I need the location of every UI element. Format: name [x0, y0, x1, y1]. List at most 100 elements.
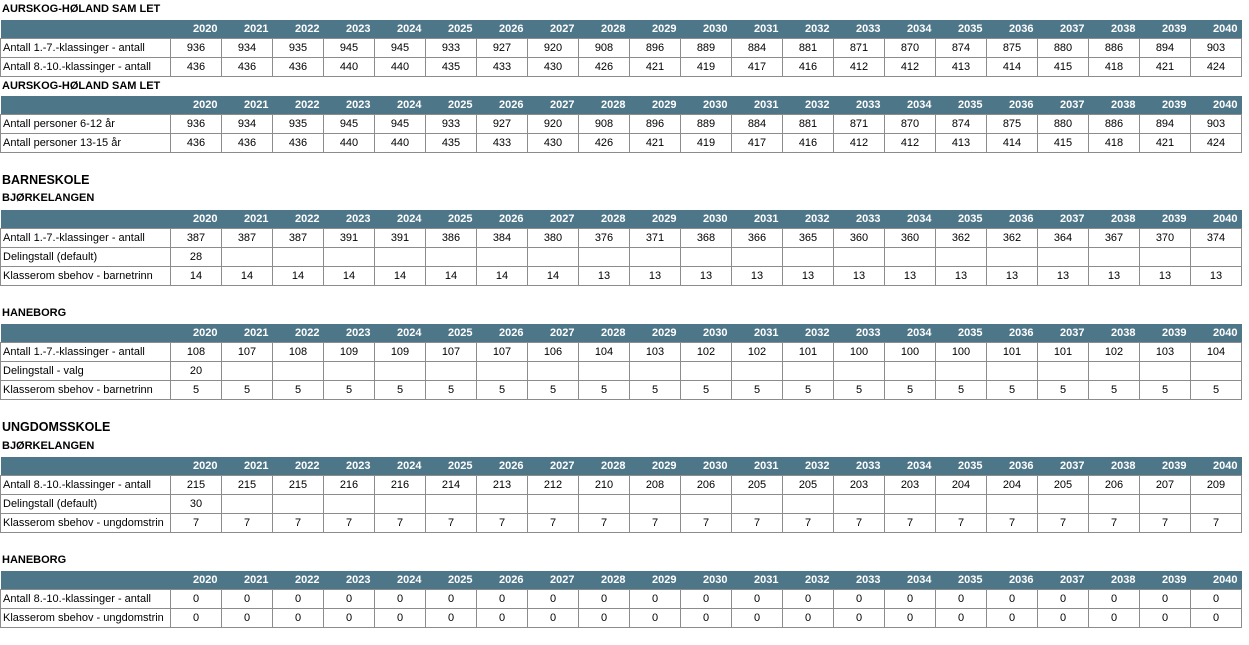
- value-cell[interactable]: 216: [374, 475, 426, 495]
- year-header-cell[interactable]: 2025: [425, 324, 477, 343]
- year-header-cell[interactable]: 2039: [1139, 324, 1191, 343]
- value-cell[interactable]: 391: [374, 228, 426, 248]
- value-cell[interactable]: 205: [1037, 475, 1089, 495]
- year-header-cell[interactable]: 2040: [1190, 20, 1242, 39]
- value-cell[interactable]: 108: [170, 342, 222, 362]
- row-label-cell[interactable]: Delingstall - valg: [0, 361, 171, 381]
- value-cell[interactable]: 934: [221, 38, 273, 58]
- value-cell[interactable]: 101: [986, 342, 1038, 362]
- year-header-cell[interactable]: 2032: [782, 324, 834, 343]
- value-cell[interactable]: 874: [935, 114, 987, 134]
- value-cell[interactable]: [374, 247, 426, 267]
- value-cell[interactable]: 214: [425, 475, 477, 495]
- value-cell[interactable]: 0: [935, 589, 987, 609]
- header-corner-cell[interactable]: [0, 571, 171, 590]
- year-header-cell[interactable]: 2022: [272, 20, 324, 39]
- value-cell[interactable]: 0: [170, 589, 222, 609]
- value-cell[interactable]: [374, 361, 426, 381]
- value-cell[interactable]: 13: [731, 266, 783, 286]
- value-cell[interactable]: 886: [1088, 38, 1140, 58]
- value-cell[interactable]: 0: [1190, 589, 1242, 609]
- year-header-cell[interactable]: 2025: [425, 571, 477, 590]
- value-cell[interactable]: [323, 247, 375, 267]
- year-header-cell[interactable]: 2024: [374, 571, 426, 590]
- value-cell[interactable]: 13: [629, 266, 681, 286]
- year-header-cell[interactable]: 2021: [221, 96, 273, 115]
- year-header-cell[interactable]: 2031: [731, 96, 783, 115]
- value-cell[interactable]: [629, 361, 681, 381]
- value-cell[interactable]: 366: [731, 228, 783, 248]
- header-corner-cell[interactable]: [0, 457, 171, 476]
- year-header-cell[interactable]: 2028: [578, 571, 630, 590]
- value-cell[interactable]: 881: [782, 38, 834, 58]
- value-cell[interactable]: [323, 494, 375, 514]
- value-cell[interactable]: [884, 361, 936, 381]
- value-cell[interactable]: [1190, 494, 1242, 514]
- value-cell[interactable]: 210: [578, 475, 630, 495]
- value-cell[interactable]: [1139, 494, 1191, 514]
- value-cell[interactable]: 107: [425, 342, 477, 362]
- year-header-cell[interactable]: 2034: [884, 96, 936, 115]
- value-cell[interactable]: 440: [323, 57, 375, 77]
- year-header-cell[interactable]: 2031: [731, 457, 783, 476]
- value-cell[interactable]: [476, 361, 528, 381]
- value-cell[interactable]: 896: [629, 114, 681, 134]
- year-header-cell[interactable]: 2029: [629, 571, 681, 590]
- value-cell[interactable]: 416: [782, 133, 834, 153]
- value-cell[interactable]: 0: [1088, 608, 1140, 628]
- value-cell[interactable]: 927: [476, 114, 528, 134]
- year-header-cell[interactable]: 2033: [833, 210, 885, 229]
- value-cell[interactable]: 7: [1190, 513, 1242, 533]
- value-cell[interactable]: 436: [221, 133, 273, 153]
- value-cell[interactable]: 421: [1139, 133, 1191, 153]
- value-cell[interactable]: 384: [476, 228, 528, 248]
- value-cell[interactable]: 7: [731, 513, 783, 533]
- year-header-cell[interactable]: 2023: [323, 210, 375, 229]
- value-cell[interactable]: [731, 361, 783, 381]
- value-cell[interactable]: [1088, 361, 1140, 381]
- value-cell[interactable]: 440: [374, 133, 426, 153]
- value-cell[interactable]: 5: [629, 380, 681, 400]
- value-cell[interactable]: 0: [884, 589, 936, 609]
- year-header-cell[interactable]: 2036: [986, 571, 1038, 590]
- value-cell[interactable]: 440: [323, 133, 375, 153]
- value-cell[interactable]: [578, 361, 630, 381]
- year-header-cell[interactable]: 2037: [1037, 324, 1089, 343]
- year-header-cell[interactable]: 2031: [731, 210, 783, 229]
- value-cell[interactable]: 104: [1190, 342, 1242, 362]
- value-cell[interactable]: 894: [1139, 114, 1191, 134]
- value-cell[interactable]: 370: [1139, 228, 1191, 248]
- value-cell[interactable]: 0: [527, 589, 579, 609]
- value-cell[interactable]: 430: [527, 57, 579, 77]
- year-header-cell[interactable]: 2020: [170, 96, 222, 115]
- value-cell[interactable]: 14: [425, 266, 477, 286]
- year-header-cell[interactable]: 2033: [833, 20, 885, 39]
- value-cell[interactable]: [1190, 361, 1242, 381]
- row-label-cell[interactable]: Antall 1.-7.-klassinger - antall: [0, 38, 171, 58]
- year-header-cell[interactable]: 2038: [1088, 20, 1140, 39]
- value-cell[interactable]: 102: [731, 342, 783, 362]
- value-cell[interactable]: 13: [935, 266, 987, 286]
- year-header-cell[interactable]: 2025: [425, 210, 477, 229]
- value-cell[interactable]: 14: [374, 266, 426, 286]
- year-header-cell[interactable]: 2027: [527, 571, 579, 590]
- header-corner-cell[interactable]: [0, 324, 171, 343]
- value-cell[interactable]: 13: [578, 266, 630, 286]
- value-cell[interactable]: [680, 494, 732, 514]
- value-cell[interactable]: [1190, 247, 1242, 267]
- value-cell[interactable]: 13: [680, 266, 732, 286]
- value-cell[interactable]: 386: [425, 228, 477, 248]
- value-cell[interactable]: 7: [833, 513, 885, 533]
- year-header-cell[interactable]: 2028: [578, 457, 630, 476]
- value-cell[interactable]: 20: [170, 361, 222, 381]
- value-cell[interactable]: 436: [170, 57, 222, 77]
- value-cell[interactable]: 875: [986, 114, 1038, 134]
- value-cell[interactable]: 5: [1190, 380, 1242, 400]
- value-cell[interactable]: [731, 494, 783, 514]
- value-cell[interactable]: 203: [833, 475, 885, 495]
- value-cell[interactable]: 0: [833, 608, 885, 628]
- value-cell[interactable]: [527, 494, 579, 514]
- year-header-cell[interactable]: 2040: [1190, 457, 1242, 476]
- year-header-cell[interactable]: 2021: [221, 324, 273, 343]
- row-label-cell[interactable]: Antall 1.-7.-klassinger - antall: [0, 228, 171, 248]
